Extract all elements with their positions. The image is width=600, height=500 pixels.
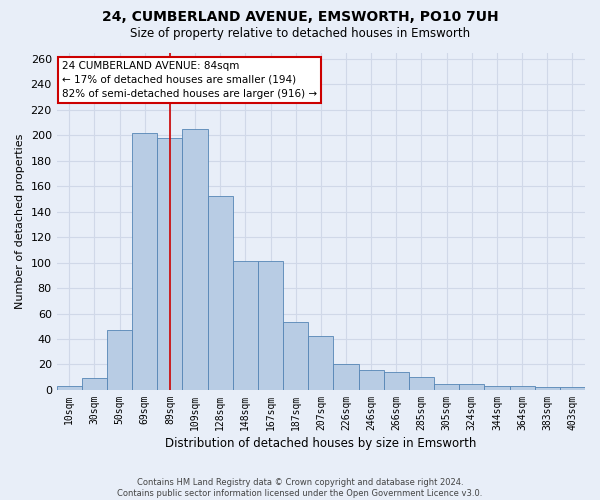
Bar — [509, 386, 535, 390]
Bar — [308, 336, 334, 390]
Bar — [283, 322, 308, 390]
Bar — [484, 386, 509, 390]
Bar — [107, 330, 132, 390]
X-axis label: Distribution of detached houses by size in Emsworth: Distribution of detached houses by size … — [165, 437, 476, 450]
Bar — [459, 384, 484, 390]
Text: Size of property relative to detached houses in Emsworth: Size of property relative to detached ho… — [130, 28, 470, 40]
Bar — [132, 132, 157, 390]
Bar — [434, 384, 459, 390]
Bar — [233, 262, 258, 390]
Bar — [157, 138, 182, 390]
Bar — [384, 372, 409, 390]
Bar — [182, 129, 208, 390]
Bar — [409, 377, 434, 390]
Bar — [82, 378, 107, 390]
Bar — [359, 370, 384, 390]
Bar — [334, 364, 359, 390]
Text: 24, CUMBERLAND AVENUE, EMSWORTH, PO10 7UH: 24, CUMBERLAND AVENUE, EMSWORTH, PO10 7U… — [101, 10, 499, 24]
Text: Contains HM Land Registry data © Crown copyright and database right 2024.
Contai: Contains HM Land Registry data © Crown c… — [118, 478, 482, 498]
Bar — [56, 386, 82, 390]
Text: 24 CUMBERLAND AVENUE: 84sqm
← 17% of detached houses are smaller (194)
82% of se: 24 CUMBERLAND AVENUE: 84sqm ← 17% of det… — [62, 61, 317, 99]
Bar — [560, 388, 585, 390]
Y-axis label: Number of detached properties: Number of detached properties — [15, 134, 25, 309]
Bar — [535, 388, 560, 390]
Bar — [258, 262, 283, 390]
Bar — [208, 196, 233, 390]
